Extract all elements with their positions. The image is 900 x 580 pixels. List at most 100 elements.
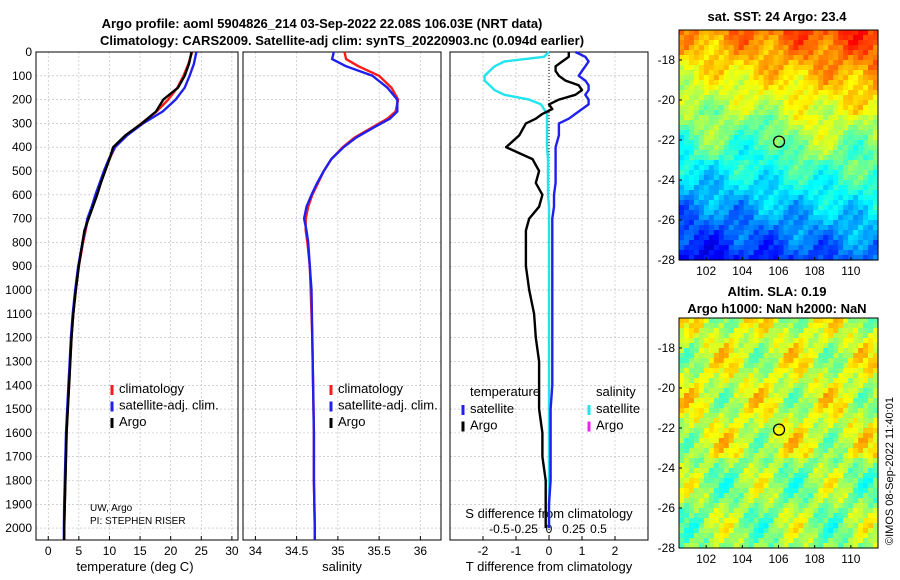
map-cell: [748, 40, 755, 46]
map-cell: [818, 468, 824, 474]
map-cell: [873, 338, 879, 344]
map-cell: [708, 518, 715, 524]
map-cell: [743, 65, 750, 71]
map-cell: [838, 518, 844, 524]
map-cell: [738, 388, 745, 394]
map-cell: [843, 215, 849, 221]
map-cell: [733, 433, 740, 439]
map-cell: [733, 100, 740, 106]
map-cell: [683, 453, 690, 459]
map-cell: [823, 35, 829, 41]
map-cell: [783, 413, 790, 419]
map-cell: [708, 328, 715, 334]
map-cell: [718, 428, 725, 434]
map-cell: [848, 90, 854, 96]
map-cell: [863, 215, 869, 221]
map-cell: [713, 543, 720, 549]
map-cell: [783, 200, 790, 206]
map-cell: [763, 378, 770, 384]
map-cell: [843, 403, 849, 409]
map-cell: [703, 190, 710, 196]
map-cell: [763, 363, 770, 369]
map-cell: [718, 165, 725, 171]
map-cell: [838, 50, 844, 56]
map-cell: [848, 75, 854, 81]
map-cell: [813, 130, 819, 136]
map-cell: [753, 35, 760, 41]
map-cell: [783, 423, 790, 429]
map-cell: [733, 468, 740, 474]
map-cell: [733, 185, 740, 191]
map-cell: [833, 423, 839, 429]
map-cell: [798, 45, 804, 51]
map-cell: [748, 125, 755, 131]
map-cell: [698, 328, 705, 334]
map-cell: [853, 40, 859, 46]
map-cell: [793, 498, 799, 504]
map-cell: [848, 150, 854, 156]
map-cell: [833, 235, 839, 241]
map-cell: [768, 358, 775, 364]
map-cell: [803, 100, 809, 106]
map-cell: [738, 145, 745, 151]
map-cell: [803, 145, 809, 151]
map-cell: [788, 493, 795, 499]
map-cell: [748, 170, 755, 176]
map-cell: [768, 448, 775, 454]
map-cell: [823, 443, 829, 449]
map-cell: [703, 255, 710, 261]
map-cell: [823, 235, 829, 241]
map-cell: [733, 508, 740, 514]
map-cell: [728, 220, 735, 226]
map-cell: [768, 518, 775, 524]
map-cell: [808, 518, 814, 524]
map-cell: [738, 30, 745, 36]
map-cell: [818, 245, 824, 251]
map-cell: [853, 358, 859, 364]
map-cell: [713, 30, 720, 36]
map-cell: [768, 205, 775, 211]
map-cell: [753, 85, 760, 91]
map-cell: [853, 135, 859, 141]
map-cell: [808, 473, 814, 479]
map-cell: [818, 240, 824, 246]
legend-label: satellite-adj. clim.: [338, 398, 438, 413]
map-cell: [708, 408, 715, 414]
map-cell: [718, 338, 725, 344]
map-cell: [693, 225, 700, 231]
map-cell: [758, 508, 765, 514]
map-cell: [828, 95, 834, 101]
map-cell: [863, 538, 869, 544]
map-cell: [853, 318, 859, 324]
map-cell: [753, 45, 760, 51]
map-cell: [868, 478, 874, 484]
map-x-tick-label: 106: [768, 552, 788, 566]
map-cell: [833, 378, 839, 384]
map-cell: [708, 393, 715, 399]
map-cell: [813, 438, 819, 444]
map-cell: [698, 398, 705, 404]
map-cell: [758, 80, 765, 86]
map-cell: [768, 80, 775, 86]
sla-map-title: Altim. SLA: 0.19: [728, 284, 827, 299]
map-cell: [733, 368, 740, 374]
map-cell: [738, 428, 745, 434]
map-cell: [858, 358, 864, 364]
map-cell: [753, 30, 760, 36]
map-cell: [693, 125, 700, 131]
map-cell: [858, 200, 864, 206]
map-cell: [848, 140, 854, 146]
map-cell: [798, 388, 804, 394]
map-cell: [813, 473, 819, 479]
map-cell: [703, 250, 710, 256]
map-cell: [848, 373, 854, 379]
map-cell: [783, 115, 790, 121]
y-tick-label: 1400: [5, 378, 32, 392]
map-y-tick-label: -20: [658, 381, 676, 395]
map-cell: [748, 338, 755, 344]
map-cell: [688, 125, 695, 131]
map-cell: [723, 45, 730, 51]
map-cell: [858, 378, 864, 384]
map-cell: [863, 160, 869, 166]
map-cell: [758, 318, 765, 324]
